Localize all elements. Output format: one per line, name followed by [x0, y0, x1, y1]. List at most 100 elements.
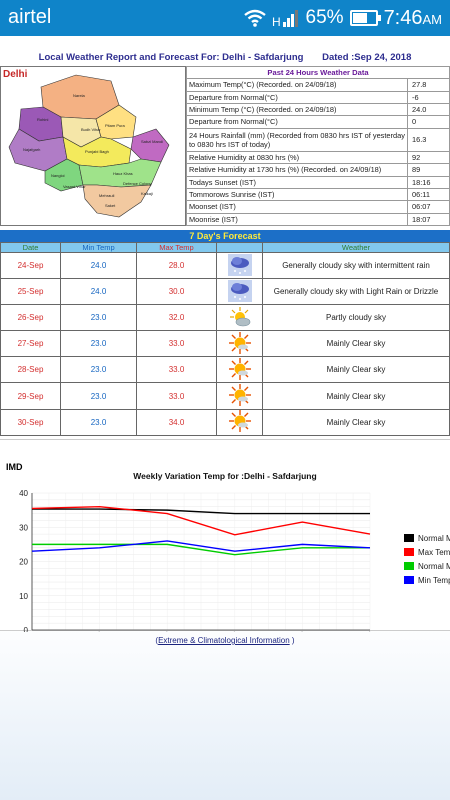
battery-icon	[349, 10, 381, 26]
past-24h-label: Departure from Normal(°C)	[186, 115, 408, 129]
svg-text:Pitam Pura: Pitam Pura	[105, 123, 126, 128]
report-title: Local Weather Report and Forecast For: D…	[38, 52, 412, 63]
x-tick-label: 20	[93, 630, 106, 632]
extreme-climatological-link[interactable]: Extreme & Climatological Information	[158, 636, 290, 645]
past-24h-header: Past 24 Hours Weather Data	[186, 65, 450, 80]
forecast-date: 30-Sep	[0, 408, 61, 436]
past-24h-table: Past 24 Hours Weather Data Maximum Temp(…	[186, 65, 450, 227]
y-tick-label: 0	[24, 626, 29, 632]
cloud-rain-icon	[216, 251, 263, 280]
legend-label: Normal Max	[418, 534, 450, 543]
past-24h-value: 92	[407, 150, 450, 165]
forecast-weather: Mainly Clear sky	[262, 408, 450, 436]
past-24h-label: Minimum Temp (°C) (Recorded. on 24/09/18…	[186, 102, 408, 117]
forecast-row: 26-Sep 23.0 32.0 Partly cloudy sky	[0, 304, 450, 332]
forecast-max-temp: 28.0	[136, 251, 217, 280]
x-tick-label: 23	[296, 630, 309, 632]
partly-cloudy-icon	[216, 304, 263, 332]
past-24h-value: 0	[407, 115, 450, 129]
past-24h-value: 27.8	[407, 78, 450, 92]
past-24h-label: Tommorows Sunrise (IST)	[186, 187, 408, 202]
past-24h-row: Departure from Normal(°C) 0	[186, 115, 450, 129]
x-tick-label: 21	[161, 630, 174, 632]
delhi-district-map: Narela Rohini Budh Vihar Pitam Pura Sabz…	[0, 66, 186, 226]
forecast-min-temp: 23.0	[60, 304, 137, 332]
x-tick-label: 24	[363, 630, 376, 632]
forecast-min-temp: 24.0	[60, 251, 137, 280]
forecast-row: 27-Sep 23.0 33.0 Mainly Clear sky	[0, 330, 450, 358]
forecast-header-max: Max Temp	[136, 242, 217, 253]
past-24h-label: Todays Sunset (IST)	[186, 175, 408, 189]
series-line	[31, 505, 371, 536]
map-region-east	[130, 128, 170, 163]
legend-swatch	[404, 534, 414, 542]
series-line	[31, 540, 371, 552]
forecast-header-weather: Weather	[262, 242, 450, 253]
series-line	[32, 508, 370, 515]
chart-title: Weekly Variation Temp for :Delhi - Safda…	[133, 471, 317, 481]
status-bar: airtel H 65% 7:46AM	[0, 0, 450, 36]
svg-text:Saket: Saket	[105, 203, 116, 208]
forecast-row: 24-Sep 24.0 28.0 Generally cloudy sky with …	[0, 251, 450, 280]
svg-text:Najafgarh: Najafgarh	[23, 147, 40, 152]
legend-swatch	[404, 548, 414, 556]
svg-text:Punjabi Bagh: Punjabi Bagh	[85, 149, 109, 154]
sun-icon	[216, 330, 263, 358]
svg-text:Mehrauli: Mehrauli	[99, 193, 114, 198]
past-24h-row: Tommorows Sunrise (IST) 06:11	[186, 187, 450, 202]
svg-text:Kalkaji: Kalkaji	[141, 191, 153, 196]
past-24h-row: Departure from Normal(°C) -6	[186, 90, 450, 104]
forecast-row: 25-Sep 24.0 30.0 Generally cloudy sky with …	[0, 278, 450, 306]
forecast-max-temp: 33.0	[136, 382, 217, 410]
past-24h-label: Relative Humidity at 1730 hrs (%) (Recor…	[186, 163, 408, 177]
forecast-min-temp: 24.0	[60, 278, 137, 306]
past-24h-value: 18:16	[407, 175, 450, 189]
past-24h-row: Todays Sunset (IST) 18:16	[186, 175, 450, 189]
past-24h-row: Moonset (IST) 06:07	[186, 200, 450, 214]
past-24h-row: Relative Humidity at 0830 hrs (%) 92	[186, 150, 450, 165]
network-type: H	[272, 15, 281, 29]
legend-swatch	[404, 576, 414, 584]
clock: 7:46AM	[383, 6, 442, 29]
past-24h-label: Relative Humidity at 0830 hrs (%)	[186, 150, 408, 165]
past-24h-row: Minimum Temp (°C) (Recorded. on 24/09/18…	[186, 102, 450, 117]
past-24h-row: Maximum Temp(°C) (Recorded. on 24/09/18)…	[186, 78, 450, 92]
forecast-row: 29-Sep 23.0 33.0 Mainly Clear sky	[0, 382, 450, 410]
chart-svg: 0 10 20 30 40 19 20 21 22 23 24 Normal Max Max Temp N…	[19, 489, 450, 632]
signal-icon: H	[272, 10, 298, 29]
forecast-weather: Mainly Clear sky	[262, 330, 450, 358]
past-24h-label: 24 Hours Rainfall (mm) (Recorded from 08…	[186, 127, 408, 152]
past-24h-label: Moonset (IST)	[186, 200, 408, 214]
forecast-date: 28-Sep	[0, 356, 61, 384]
forecast-date: 29-Sep	[0, 382, 61, 410]
forecast-min-temp: 23.0	[60, 408, 137, 436]
forecast-max-temp: 30.0	[136, 278, 217, 306]
y-tick-label: 10	[19, 592, 28, 601]
x-tick-label: 22	[228, 630, 241, 632]
wifi-icon	[243, 9, 266, 27]
past-24h-value: 89	[407, 163, 450, 177]
past-24h-row: Relative Humidity at 1730 hrs (%) (Recor…	[186, 163, 450, 177]
forecast-header-icon	[216, 242, 263, 253]
past-24h-value: 16.3	[407, 127, 450, 152]
map-label: Delhi	[3, 69, 28, 80]
weather-report: Local Weather Report and Forecast For: D…	[0, 36, 450, 800]
svg-text:Vasant Vihar: Vasant Vihar	[63, 184, 86, 189]
forecast-min-temp: 23.0	[60, 356, 137, 384]
forecast-date: 26-Sep	[0, 304, 61, 332]
forecast-max-temp: 34.0	[136, 408, 217, 436]
forecast-title: 7 Day's Forecast	[0, 230, 450, 242]
forecast-weather: Mainly Clear sky	[262, 382, 450, 410]
forecast-max-temp: 32.0	[136, 304, 217, 332]
forecast-min-temp: 23.0	[60, 382, 137, 410]
forecast-weather: Generally cloudy sky with Light Rain or …	[262, 278, 450, 306]
forecast-weather: Mainly Clear sky	[262, 356, 450, 384]
imd-label: IMD	[6, 462, 23, 472]
svg-text:Hauz Khas: Hauz Khas	[113, 171, 133, 176]
x-tick-label: 19	[25, 630, 38, 632]
y-tick-label: 20	[19, 558, 28, 567]
footer-links: (Extreme & Climatological Information )	[155, 636, 295, 645]
battery-percent: 65%	[305, 7, 344, 28]
status-icons: H 65% 7:46AM	[243, 5, 442, 31]
past-24h-label: Departure from Normal(°C)	[186, 90, 408, 104]
